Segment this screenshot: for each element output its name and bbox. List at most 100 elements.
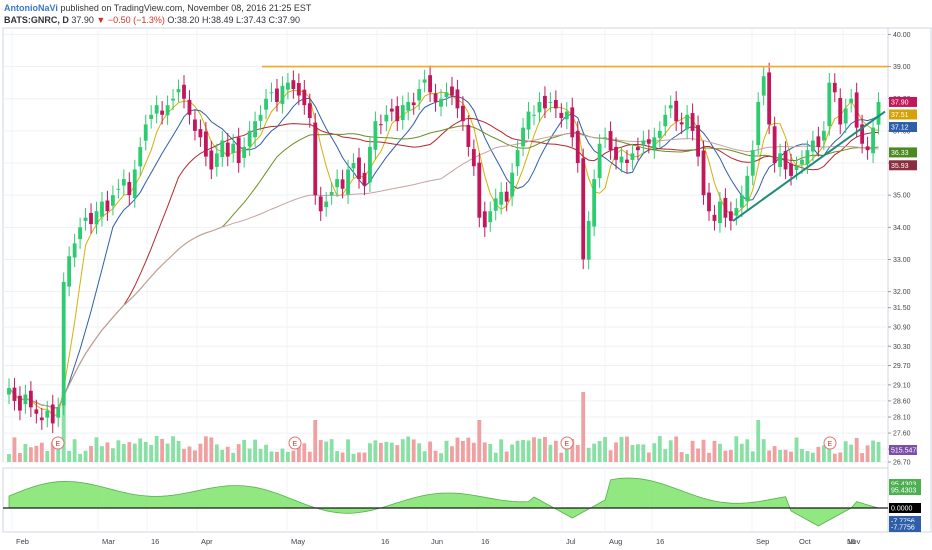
candle-body [597,143,602,179]
volume-bar [105,442,110,462]
candle-body [581,158,586,260]
volume-bar [471,442,476,462]
candle-body [94,211,99,225]
candle-body [214,153,219,167]
volume-layer [7,392,881,462]
volume-bar [477,420,482,462]
volume-bar [800,449,804,462]
volume-bar [78,453,83,462]
volume-bar [231,452,236,462]
x-tick-label: Nov [847,537,861,546]
volume-bar [805,451,810,462]
candle-body [132,169,137,199]
volume-bar [110,448,115,462]
candle-body [209,150,214,170]
candle-body [466,124,471,147]
osc-tag-label: 0.0000 [891,506,913,513]
volume-bar [625,436,629,462]
volume-bar [121,443,126,462]
volume-bar [378,442,383,462]
volume-bar [745,439,750,462]
price-tag-box [889,160,917,171]
volume-bar [756,420,761,462]
price-tag-box [889,109,917,120]
volume-bar [772,446,777,462]
candle-body [575,130,580,164]
volume-bar [143,441,148,462]
volume-bar [346,439,350,462]
publish-line: AntonioNaVi published on TradingView.com… [4,3,311,13]
symbol-info: BATS:GNRC, D 37.90 ▼ −0.50 (−1.3%) O:38.… [4,15,300,25]
volume-bar [827,437,832,462]
volume-bar [466,437,471,462]
candle-body [346,169,350,195]
volume-bar [209,437,214,462]
candle-body [110,195,115,206]
candle-body [417,89,422,101]
candle-body [100,201,104,217]
y-tick-label: 35.00 [893,193,911,200]
candle-body [444,92,449,97]
y-tick-label: 30.90 [893,324,911,331]
osc-tag-label: -7.7756 [891,525,915,532]
earnings-marker-icon [823,436,837,450]
volume-bar [324,441,329,462]
volume-bar [296,445,301,462]
oscillator-layer [3,477,888,527]
candle-body [521,127,525,147]
volume-bar [193,450,197,462]
author-link[interactable]: AntonioNaVi [4,3,58,13]
volume-bar [750,451,755,462]
candle-body [400,105,405,121]
volume-bar [83,450,88,462]
candle-body [121,179,126,186]
candle-body [471,149,476,167]
volume-bar [373,440,378,462]
candle-body [586,220,591,260]
volume-bar [455,437,460,462]
candle-body [871,127,875,154]
x-tick-label: Apr [201,537,213,546]
candle-body [127,181,132,196]
volume-bar [641,444,646,462]
candle-body [718,201,722,224]
ma-mid-line [8,95,879,409]
x-tick-label: 16 [656,537,664,546]
volume-bar [285,451,290,462]
candles-layer [7,62,881,434]
volume-bar [739,443,744,462]
volume-bar [182,448,186,462]
osc-tag-box [889,479,921,489]
volume-bar [225,446,230,462]
candle-body [625,159,629,164]
y-tick-label: 39.00 [893,64,911,71]
candle-body [619,156,624,163]
x-tick-label: 16 [381,537,389,546]
volume-bar [767,450,772,462]
candle-body [193,119,197,131]
ma-slow-red-line [8,117,879,409]
volume-bar [493,452,498,462]
volume-bar [707,452,711,462]
y-tick-label: 33.00 [893,257,911,264]
candle-body [603,137,608,139]
volume-bar [307,451,312,462]
volume-bar [679,452,684,462]
price-tag-label: 515.547K [891,448,921,455]
candle-body [772,126,777,164]
y-tick-label: 32.00 [893,289,911,296]
volume-bar [39,442,44,462]
volume-bar [198,443,203,462]
candle-body [789,163,793,176]
candle-body [510,172,515,197]
candle-body [149,114,154,119]
candle-body [368,146,372,183]
volume-bar [94,437,99,462]
candle-body [220,140,225,158]
volume-bar [264,444,268,462]
candle-body [477,162,482,218]
candle-body [570,107,575,138]
candle-body [728,211,733,221]
price-tag-box [889,96,917,107]
